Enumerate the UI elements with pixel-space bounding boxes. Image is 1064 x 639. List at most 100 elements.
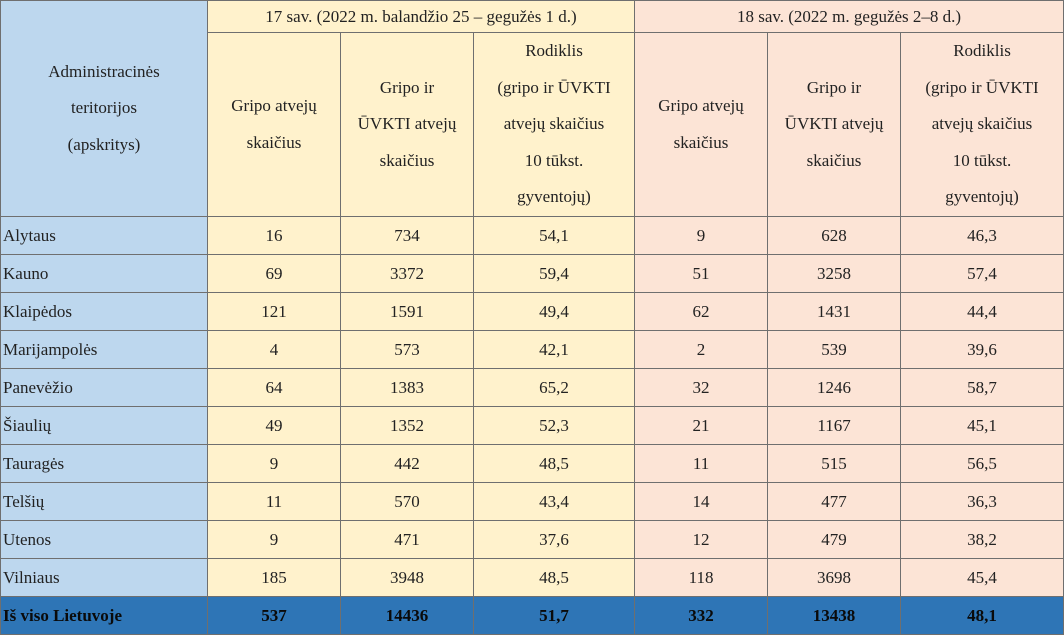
w18-flu-ari-header: Gripo ir ŪVKTI atvejų skaičius <box>767 32 902 217</box>
w17-rate-cell: 43,4 <box>472 482 636 521</box>
territory-name: Utenos <box>0 520 208 559</box>
w18-rate-cell: 39,6 <box>900 330 1064 369</box>
w17-total-cell: 3948 <box>340 558 474 597</box>
territory-name: Šiaulių <box>0 406 208 445</box>
table-row: Utenos 9 471 37,6 12 479 38,2 <box>0 520 1064 559</box>
w17-total-cell: 570 <box>340 482 474 521</box>
w18-total-cell: 1167 <box>767 406 902 445</box>
w18-total-cell: 479 <box>767 520 902 559</box>
w17-flu-cell: 121 <box>207 292 341 331</box>
territory-name: Panevėžio <box>0 368 208 407</box>
territory-name: Kauno <box>0 254 208 293</box>
w17-rate-header: Rodiklis (gripo ir ŪVKTI atvejų skaičius 10… <box>472 32 636 217</box>
header-row-columns: Gripo atvejų skaičius Gripo ir ŪVKTI atvej… <box>1 32 1064 217</box>
table-row: Klaipėdos 121 1591 49,4 62 1431 44,4 <box>0 292 1064 331</box>
w18-flu-cell: 2 <box>634 330 769 369</box>
w17-total-cell: 442 <box>340 444 474 483</box>
header-row-weeks: Administracinės teritorijos (apskritys) … <box>0 0 1064 217</box>
table-row: Telšių 11 570 43,4 14 477 36,3 <box>0 482 1064 521</box>
w18-flu-cell: 12 <box>634 520 769 559</box>
table-row: Alytaus 16 734 54,1 9 628 46,3 <box>0 216 1064 255</box>
w17-total-cell: 471 <box>340 520 474 559</box>
w18-rate-cell: 38,2 <box>900 520 1064 559</box>
w18-rate-cell: 57,4 <box>900 254 1064 293</box>
table-row: Marijampolės 4 573 42,1 2 539 39,6 <box>0 330 1064 369</box>
territory-name: Tauragės <box>0 444 208 483</box>
territory-name: Klaipėdos <box>0 292 208 331</box>
w18-rate-cell: 56,5 <box>900 444 1064 483</box>
w17-flu-cell: 4 <box>207 330 341 369</box>
w18-total-cell: 3698 <box>767 558 902 597</box>
w17-total-cell: 573 <box>340 330 474 369</box>
w18-flu-cell: 11 <box>634 444 769 483</box>
w17-rate-cell: 42,1 <box>472 330 636 369</box>
w18-flu-cell: 62 <box>634 292 769 331</box>
w17-flu-ari-header: Gripo ir ŪVKTI atvejų skaičius <box>340 32 474 217</box>
w17-rate-cell: 48,5 <box>472 558 636 597</box>
w17-rate-cell: 65,2 <box>472 368 636 407</box>
w17-rate-cell: 54,1 <box>472 216 636 255</box>
w17-flu-cell: 49 <box>207 406 341 445</box>
w18-rate-cell: 45,1 <box>900 406 1064 445</box>
territory-name: Telšių <box>0 482 208 521</box>
territory-header: Administracinės teritorijos (apskritys) <box>0 0 208 217</box>
w18-flu-cell: 51 <box>634 254 769 293</box>
w18-rate-cell: 36,3 <box>900 482 1064 521</box>
w17-flu-cell: 9 <box>207 444 341 483</box>
w17-rate-total: 51,7 <box>472 596 636 635</box>
territory-header-line-3: (apskritys) <box>67 134 141 154</box>
w17-total-cell: 1352 <box>340 406 474 445</box>
w18-flu-total: 332 <box>634 596 769 635</box>
table-row: Panevėžio 64 1383 65,2 32 1246 58,7 <box>0 368 1064 407</box>
w18-flu-cell: 118 <box>634 558 769 597</box>
w17-rate-cell: 59,4 <box>472 254 636 293</box>
w17-total-cell: 1383 <box>340 368 474 407</box>
w17-flu-cell: 11 <box>207 482 341 521</box>
territory-header-line-1: Administracinės <box>48 61 160 81</box>
w17-rate-cell: 52,3 <box>472 406 636 445</box>
total-label: Iš viso Lietuvoje <box>0 596 208 635</box>
w18-total-cell: 1246 <box>767 368 902 407</box>
table-row: Šiaulių 49 1352 52,3 21 1167 45,1 <box>0 406 1064 445</box>
w17-rate-cell: 37,6 <box>472 520 636 559</box>
w17-flu-cell: 64 <box>207 368 341 407</box>
w18-total-cell: 477 <box>767 482 902 521</box>
w17-total-cell: 3372 <box>340 254 474 293</box>
table-row: Vilniaus 185 3948 48,5 118 3698 45,4 <box>0 558 1064 597</box>
week17-header: 17 sav. (2022 m. balandžio 25 – gegužės … <box>206 0 636 33</box>
w17-total-cell: 1591 <box>340 292 474 331</box>
w17-flu-cell: 185 <box>207 558 341 597</box>
w18-total-cell: 539 <box>767 330 902 369</box>
w18-flu-cell: 14 <box>634 482 769 521</box>
w18-total-cell: 515 <box>767 444 902 483</box>
territory-header-line-2: teritorijos <box>70 98 138 118</box>
w18-rate-cell: 46,3 <box>900 216 1064 255</box>
w17-flu-total: 537 <box>207 596 341 635</box>
w18-total-cell: 1431 <box>767 292 902 331</box>
total-row: Iš viso Lietuvoje 537 14436 51,7 332 134… <box>0 596 1064 635</box>
w17-flu-cell: 16 <box>207 216 341 255</box>
w18-total-total: 13438 <box>767 596 902 635</box>
w18-flu-cell: 21 <box>634 406 769 445</box>
w18-total-cell: 628 <box>767 216 902 255</box>
w17-total-total: 14436 <box>340 596 474 635</box>
w17-rate-cell: 49,4 <box>472 292 636 331</box>
table-row: Kauno 69 3372 59,4 51 3258 57,4 <box>0 254 1064 293</box>
table-body: Alytaus 16 734 54,1 9 628 46,3 Kauno 69 … <box>0 216 1064 635</box>
w18-flu-cell: 32 <box>634 368 769 407</box>
territory-name: Alytaus <box>0 216 208 255</box>
w17-flu-cell: 9 <box>207 520 341 559</box>
w18-rate-header: Rodiklis (gripo ir ŪVKTI atvejų skaičius 10… <box>900 32 1064 217</box>
table-row: Tauragės 9 442 48,5 11 515 56,5 <box>0 444 1064 483</box>
w18-rate-cell: 44,4 <box>900 292 1064 331</box>
week18-header: 18 sav. (2022 m. gegužės 2–8 d.) <box>634 0 1064 33</box>
w17-rate-cell: 48,5 <box>472 444 636 483</box>
w18-flu-header: Gripo atvejų skaičius <box>634 32 769 217</box>
w17-total-cell: 734 <box>340 216 474 255</box>
w17-flu-header: Gripo atvejų skaičius <box>207 32 341 217</box>
territory-name: Marijampolės <box>0 330 208 369</box>
w18-flu-cell: 9 <box>634 216 769 255</box>
w18-rate-cell: 58,7 <box>900 368 1064 407</box>
w18-rate-cell: 45,4 <box>900 558 1064 597</box>
